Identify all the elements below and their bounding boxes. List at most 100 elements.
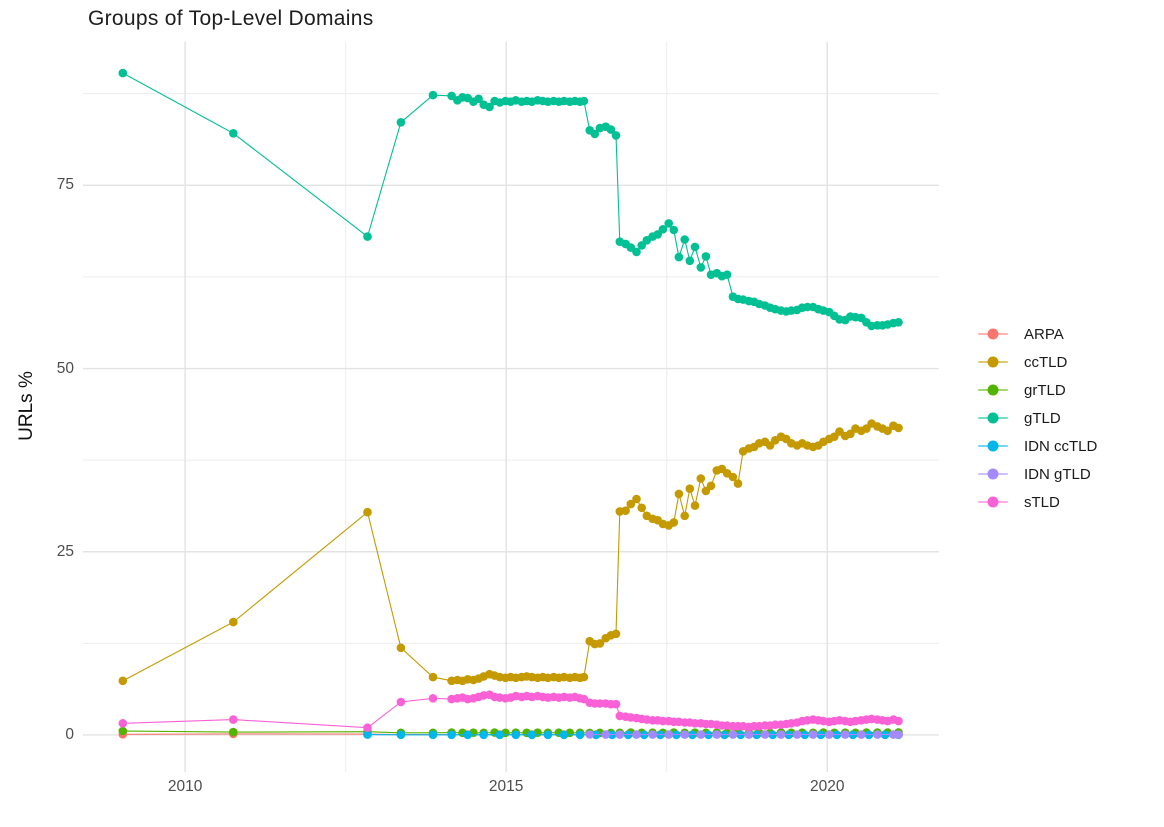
x-tick-label-2015: 2015 (488, 778, 524, 795)
y-axis-title: URLs % (16, 371, 37, 441)
legend-item-stld: sTLD (976, 488, 1097, 516)
legend-item-cctld: ccTLD (976, 348, 1097, 376)
data-point (706, 481, 716, 491)
x-tick-label-2020: 2020 (810, 778, 845, 795)
data-point (744, 730, 754, 739)
data-point (883, 426, 892, 436)
data-point (824, 730, 834, 739)
data-point (595, 639, 605, 648)
data-point (611, 699, 621, 709)
legend-marker-cctld-icon (976, 348, 1010, 376)
data-point (495, 730, 505, 740)
legend-label: ccTLD (1024, 353, 1068, 371)
data-point (632, 730, 641, 739)
data-point (792, 730, 802, 739)
data-point (611, 629, 621, 639)
data-point (840, 730, 850, 739)
data-point (463, 730, 473, 740)
data-point (229, 617, 238, 627)
data-point (685, 484, 695, 494)
data-point (674, 489, 684, 499)
data-point (485, 102, 494, 112)
y-tick-label-75: 75 (56, 176, 74, 194)
data-point (808, 730, 818, 739)
data-point (601, 730, 610, 739)
data-point (575, 730, 585, 740)
data-point (696, 263, 706, 272)
legend-marker-idn-cctld-icon (976, 432, 1010, 460)
series-points-stld (118, 690, 903, 732)
data-point (229, 715, 238, 724)
y-tick-label-0: 0 (65, 725, 74, 743)
legend-marker-stld-icon (976, 488, 1010, 516)
data-point (728, 730, 738, 739)
legend-label: gTLD (1024, 409, 1061, 427)
series-line-gtld (122, 72, 899, 327)
data-point (118, 726, 128, 736)
data-point (648, 730, 657, 739)
data-point (611, 131, 621, 140)
data-point (733, 479, 743, 488)
data-point (590, 129, 600, 139)
data-point (621, 506, 630, 515)
data-point (680, 730, 689, 739)
legend-label: IDN ccTLD (1024, 437, 1098, 455)
series-points-cctld (118, 419, 903, 686)
legend-marker-gtld-icon (976, 404, 1010, 432)
legend-dot (987, 468, 999, 480)
data-point (363, 507, 372, 517)
data-point (632, 494, 641, 504)
data-point (229, 727, 238, 737)
data-point (669, 225, 679, 235)
data-point (728, 472, 738, 482)
legend-dot (987, 440, 999, 452)
data-point (585, 730, 594, 739)
data-point (873, 730, 882, 739)
data-point (894, 716, 903, 726)
data-point (722, 270, 732, 279)
data-point (511, 730, 521, 740)
legend-item-grtld: grTLD (976, 376, 1097, 404)
data-point (894, 423, 903, 433)
legend-item-gtld: gTLD (976, 404, 1097, 432)
x-tick-label-2010: 2010 (167, 778, 203, 795)
legend-label: ARPA (1024, 325, 1064, 343)
data-point (428, 730, 438, 740)
legend-marker-arpa-icon (976, 320, 1010, 348)
data-point (894, 318, 903, 327)
data-point (632, 247, 641, 257)
legend-item-idn-gtld: IDN gTLD (976, 460, 1097, 488)
data-point (363, 723, 372, 732)
plot-panel (83, 42, 939, 772)
legend-marker-idn-gtld-icon (976, 460, 1010, 488)
data-point (680, 235, 689, 244)
data-point (118, 719, 128, 728)
data-point (664, 219, 673, 228)
data-point (776, 730, 786, 739)
legend-item-arpa: ARPA (976, 320, 1097, 348)
data-point (696, 474, 706, 483)
data-point (527, 730, 537, 740)
legend-dot (987, 412, 999, 424)
legend-dot (987, 496, 999, 508)
data-point (894, 730, 903, 739)
data-point (428, 90, 438, 100)
data-point (396, 118, 406, 127)
legend-dot (987, 356, 999, 368)
data-point (680, 511, 689, 521)
legend-dot (987, 328, 999, 340)
data-point (690, 501, 700, 510)
data-point (118, 676, 128, 686)
data-point (615, 730, 625, 739)
data-point (626, 499, 636, 509)
data-point (474, 94, 483, 104)
data-point (606, 125, 616, 134)
y-tick-label-25: 25 (56, 542, 74, 560)
data-point (396, 643, 406, 653)
data-point (559, 730, 569, 740)
chart-title: Groups of Top-Level Domains (88, 7, 374, 30)
chart-canvas (83, 42, 939, 772)
data-point (447, 730, 456, 740)
legend-dot (987, 384, 999, 396)
